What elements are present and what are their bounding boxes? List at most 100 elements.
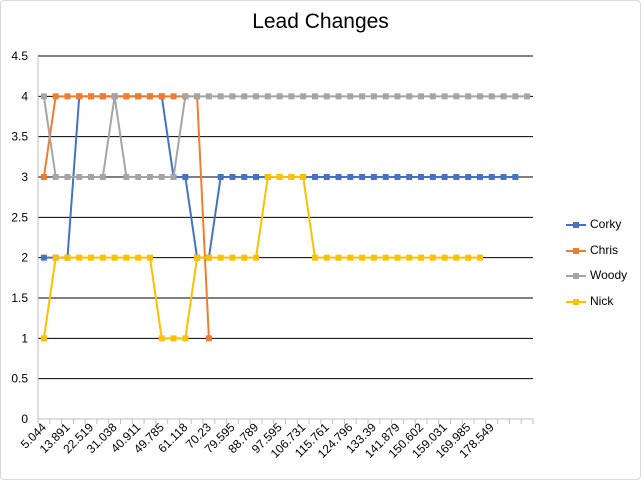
data-point-nick — [370, 254, 377, 261]
data-point-woody — [347, 93, 354, 100]
data-point-corky — [182, 174, 189, 180]
data-point-nick — [64, 254, 71, 261]
data-point-nick — [40, 335, 47, 342]
data-point-nick — [429, 254, 436, 261]
data-point-nick — [229, 254, 236, 261]
data-point-nick — [453, 254, 460, 261]
data-point-corky — [441, 174, 448, 180]
data-point-woody — [205, 93, 212, 100]
y-tick-label: 2 — [21, 251, 28, 265]
data-point-woody — [40, 93, 47, 100]
data-point-corky — [418, 174, 425, 180]
data-point-woody — [229, 93, 236, 100]
y-tick-label: 0.5 — [11, 372, 28, 386]
data-point-woody — [394, 93, 401, 100]
data-point-woody — [465, 93, 472, 100]
y-tick-label: 1.5 — [11, 291, 28, 305]
data-point-woody — [288, 93, 295, 100]
data-point-nick — [111, 254, 118, 261]
data-point-woody — [311, 93, 318, 100]
data-point-corky — [429, 174, 436, 180]
data-point-corky — [217, 174, 224, 180]
data-point-nick — [394, 254, 401, 261]
data-point-nick — [146, 254, 153, 261]
data-point-corky — [465, 174, 472, 180]
data-point-chris — [205, 335, 212, 342]
data-point-woody — [441, 93, 448, 100]
data-point-nick — [288, 174, 295, 180]
data-point-chris — [170, 93, 177, 100]
data-point-chris — [99, 93, 106, 100]
data-point-corky — [40, 254, 47, 261]
data-point-woody — [182, 93, 189, 100]
data-point-woody — [500, 93, 507, 100]
legend-marker-swatch — [573, 298, 579, 305]
data-point-woody — [370, 93, 377, 100]
data-point-nick — [135, 254, 142, 261]
legend-label: Corky — [590, 217, 622, 231]
data-point-nick — [170, 335, 177, 342]
data-point-corky — [347, 174, 354, 180]
data-point-nick — [52, 254, 59, 261]
chart-title: Lead Changes — [252, 10, 389, 33]
data-point-woody — [524, 93, 531, 100]
data-point-nick — [359, 254, 366, 261]
data-point-chris — [64, 93, 71, 100]
data-point-nick — [406, 254, 413, 261]
data-point-nick — [300, 174, 307, 180]
data-point-woody — [52, 174, 59, 180]
data-point-woody — [253, 93, 260, 100]
data-point-woody — [88, 174, 95, 180]
y-tick-label: 4 — [21, 89, 28, 103]
data-point-corky — [323, 174, 330, 180]
data-point-nick — [158, 335, 165, 342]
y-tick-label: 4.5 — [11, 49, 28, 63]
data-point-woody — [123, 174, 130, 180]
legend-marker-swatch — [573, 273, 579, 279]
data-point-corky — [453, 174, 460, 180]
data-point-woody — [476, 93, 483, 100]
data-point-woody — [170, 174, 177, 180]
data-point-corky — [476, 174, 483, 180]
data-point-woody — [276, 93, 283, 100]
data-point-chris — [52, 93, 59, 100]
data-point-woody — [158, 174, 165, 180]
data-point-corky — [311, 174, 318, 180]
data-point-corky — [406, 174, 413, 180]
y-tick-label: 1 — [21, 331, 28, 345]
data-point-corky — [382, 174, 389, 180]
data-point-nick — [323, 254, 330, 261]
data-point-corky — [394, 174, 401, 180]
y-tick-label: 2.5 — [11, 210, 28, 224]
data-point-chris — [40, 174, 47, 180]
data-point-nick — [194, 254, 201, 261]
data-point-corky — [370, 174, 377, 180]
data-point-nick — [347, 254, 354, 261]
data-point-chris — [123, 93, 130, 100]
data-point-corky — [335, 174, 342, 180]
data-point-woody — [382, 93, 389, 100]
data-point-nick — [217, 254, 224, 261]
data-point-chris — [135, 93, 142, 100]
data-point-woody — [135, 174, 142, 180]
data-point-woody — [418, 93, 425, 100]
data-point-woody — [111, 93, 118, 100]
data-point-nick — [205, 254, 212, 261]
data-point-chris — [76, 93, 83, 100]
data-point-chris — [88, 93, 95, 100]
data-point-corky — [359, 174, 366, 180]
data-point-nick — [241, 254, 248, 261]
data-point-woody — [335, 93, 342, 100]
data-point-nick — [335, 254, 342, 261]
data-point-woody — [146, 174, 153, 180]
data-point-woody — [264, 93, 271, 100]
data-point-nick — [382, 254, 389, 261]
data-point-nick — [99, 254, 106, 261]
legend-marker-swatch — [573, 222, 579, 228]
data-point-nick — [418, 254, 425, 261]
data-point-woody — [323, 93, 330, 100]
y-tick-label: 3.5 — [11, 130, 28, 144]
data-point-nick — [465, 254, 472, 261]
